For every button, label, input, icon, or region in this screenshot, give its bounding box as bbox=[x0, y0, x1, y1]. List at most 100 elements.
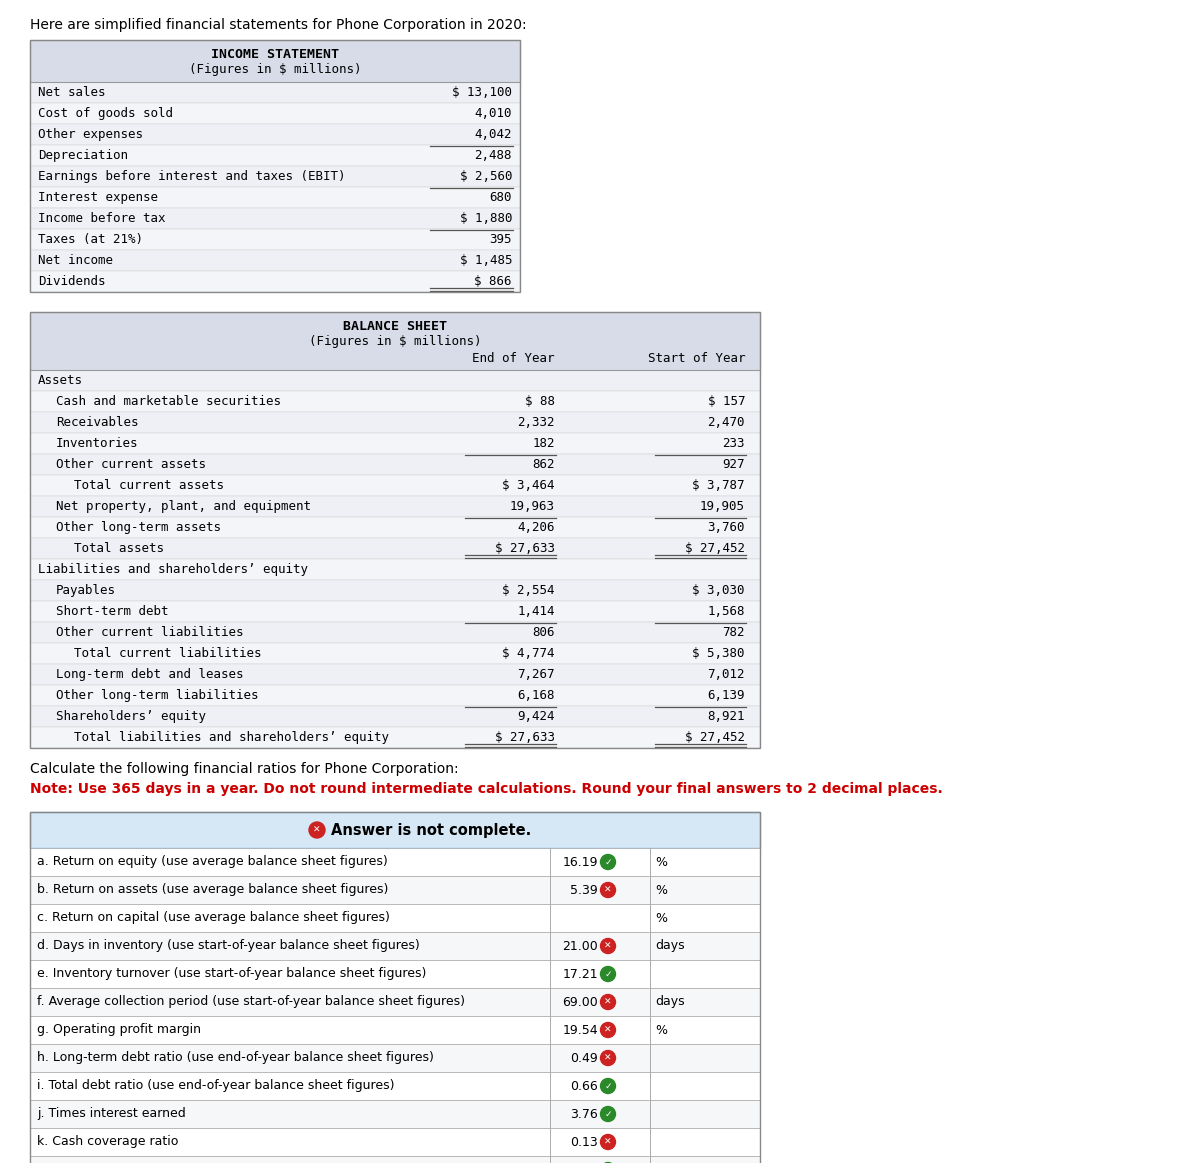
Text: End of Year: End of Year bbox=[473, 352, 554, 365]
Text: b. Return on assets (use average balance sheet figures): b. Return on assets (use average balance… bbox=[37, 884, 389, 897]
Text: ✕: ✕ bbox=[605, 1054, 612, 1063]
Text: Dividends: Dividends bbox=[38, 274, 106, 288]
Text: d. Days in inventory (use start-of-year balance sheet figures): d. Days in inventory (use start-of-year … bbox=[37, 940, 420, 952]
FancyBboxPatch shape bbox=[30, 538, 760, 559]
FancyBboxPatch shape bbox=[30, 250, 520, 271]
Circle shape bbox=[600, 855, 616, 870]
FancyBboxPatch shape bbox=[30, 166, 520, 187]
Text: (Figures in $ millions): (Figures in $ millions) bbox=[188, 64, 361, 77]
Text: 3,760: 3,760 bbox=[708, 521, 745, 534]
Text: 0.66: 0.66 bbox=[570, 1079, 598, 1092]
Text: $ 157: $ 157 bbox=[708, 395, 745, 408]
Text: Here are simplified financial statements for Phone Corporation in 2020:: Here are simplified financial statements… bbox=[30, 17, 527, 33]
Text: 0.13: 0.13 bbox=[570, 1135, 598, 1149]
Text: $ 3,030: $ 3,030 bbox=[692, 584, 745, 597]
Text: %: % bbox=[655, 912, 667, 925]
Text: 2,470: 2,470 bbox=[708, 416, 745, 429]
Text: Total assets: Total assets bbox=[74, 542, 164, 555]
Text: 16.19: 16.19 bbox=[563, 856, 598, 869]
Text: i. Total debt ratio (use end-of-year balance sheet figures): i. Total debt ratio (use end-of-year bal… bbox=[37, 1079, 395, 1092]
Text: 1,568: 1,568 bbox=[708, 605, 745, 618]
Text: %: % bbox=[655, 1023, 667, 1036]
Text: Assets: Assets bbox=[38, 374, 83, 387]
FancyBboxPatch shape bbox=[30, 601, 760, 622]
Text: (Figures in $ millions): (Figures in $ millions) bbox=[308, 335, 481, 349]
Text: 1,414: 1,414 bbox=[517, 605, 554, 618]
Text: Short-term debt: Short-term debt bbox=[56, 605, 168, 618]
Text: $ 3,787: $ 3,787 bbox=[692, 479, 745, 492]
Text: Other current liabilities: Other current liabilities bbox=[56, 626, 244, 638]
Text: 19.54: 19.54 bbox=[563, 1023, 598, 1036]
FancyBboxPatch shape bbox=[30, 664, 760, 685]
FancyBboxPatch shape bbox=[30, 412, 760, 433]
Text: ✕: ✕ bbox=[605, 998, 612, 1006]
Text: Cash and marketable securities: Cash and marketable securities bbox=[56, 395, 281, 408]
Text: Liabilities and shareholders’ equity: Liabilities and shareholders’ equity bbox=[38, 563, 308, 576]
FancyBboxPatch shape bbox=[30, 643, 760, 664]
Text: Start of Year: Start of Year bbox=[648, 352, 745, 365]
FancyBboxPatch shape bbox=[30, 1100, 760, 1128]
Text: ✕: ✕ bbox=[313, 826, 320, 835]
Text: $ 13,100: $ 13,100 bbox=[452, 86, 512, 99]
Text: Other current assets: Other current assets bbox=[56, 458, 206, 471]
Text: Note: Use 365 days in a year. Do not round intermediate calculations. Round your: Note: Use 365 days in a year. Do not rou… bbox=[30, 782, 943, 795]
FancyBboxPatch shape bbox=[30, 1072, 760, 1100]
FancyBboxPatch shape bbox=[30, 959, 760, 989]
Text: $ 866: $ 866 bbox=[474, 274, 512, 288]
FancyBboxPatch shape bbox=[30, 848, 760, 876]
Circle shape bbox=[600, 1078, 616, 1093]
FancyBboxPatch shape bbox=[30, 1044, 760, 1072]
Text: 182: 182 bbox=[533, 437, 554, 450]
FancyBboxPatch shape bbox=[30, 989, 760, 1016]
Text: ✓: ✓ bbox=[605, 1110, 612, 1119]
Text: $ 4,774: $ 4,774 bbox=[503, 647, 554, 659]
Text: 4,010: 4,010 bbox=[474, 107, 512, 120]
Text: $ 88: $ 88 bbox=[526, 395, 554, 408]
Text: 69.00: 69.00 bbox=[563, 996, 598, 1008]
Text: Net property, plant, and equipment: Net property, plant, and equipment bbox=[56, 500, 311, 513]
Text: %: % bbox=[655, 856, 667, 869]
Text: ✓: ✓ bbox=[605, 970, 612, 978]
Text: Income before tax: Income before tax bbox=[38, 212, 166, 224]
Text: Shareholders’ equity: Shareholders’ equity bbox=[56, 709, 206, 723]
FancyBboxPatch shape bbox=[30, 1156, 760, 1163]
FancyBboxPatch shape bbox=[30, 580, 760, 601]
Text: 806: 806 bbox=[533, 626, 554, 638]
Text: $ 27,452: $ 27,452 bbox=[685, 732, 745, 744]
Text: 6,139: 6,139 bbox=[708, 688, 745, 702]
Circle shape bbox=[600, 939, 616, 954]
Text: $ 2,560: $ 2,560 bbox=[460, 170, 512, 183]
Circle shape bbox=[600, 994, 616, 1009]
Text: days: days bbox=[655, 940, 685, 952]
FancyBboxPatch shape bbox=[30, 812, 760, 848]
FancyBboxPatch shape bbox=[30, 124, 520, 145]
FancyBboxPatch shape bbox=[30, 187, 520, 208]
Text: $ 3,464: $ 3,464 bbox=[503, 479, 554, 492]
FancyBboxPatch shape bbox=[30, 271, 520, 292]
Text: Other long-term assets: Other long-term assets bbox=[56, 521, 221, 534]
Text: 927: 927 bbox=[722, 458, 745, 471]
FancyBboxPatch shape bbox=[30, 932, 760, 959]
FancyBboxPatch shape bbox=[30, 685, 760, 706]
Text: 782: 782 bbox=[722, 626, 745, 638]
FancyBboxPatch shape bbox=[30, 454, 760, 475]
Text: 7,267: 7,267 bbox=[517, 668, 554, 682]
Text: 5.39: 5.39 bbox=[570, 884, 598, 897]
Text: h. Long-term debt ratio (use end-of-year balance sheet figures): h. Long-term debt ratio (use end-of-year… bbox=[37, 1051, 434, 1064]
Text: j. Times interest earned: j. Times interest earned bbox=[37, 1107, 186, 1120]
Text: ✕: ✕ bbox=[605, 1137, 612, 1147]
Text: c. Return on capital (use average balance sheet figures): c. Return on capital (use average balanc… bbox=[37, 912, 390, 925]
Text: 680: 680 bbox=[490, 191, 512, 204]
FancyBboxPatch shape bbox=[30, 391, 760, 412]
Text: Net sales: Net sales bbox=[38, 86, 106, 99]
Circle shape bbox=[600, 1134, 616, 1149]
Text: Total current assets: Total current assets bbox=[74, 479, 224, 492]
Text: e. Inventory turnover (use start-of-year balance sheet figures): e. Inventory turnover (use start-of-year… bbox=[37, 968, 426, 980]
FancyBboxPatch shape bbox=[30, 495, 760, 518]
Text: $ 2,554: $ 2,554 bbox=[503, 584, 554, 597]
FancyBboxPatch shape bbox=[30, 229, 520, 250]
FancyBboxPatch shape bbox=[30, 370, 760, 391]
Text: Other expenses: Other expenses bbox=[38, 128, 143, 141]
FancyBboxPatch shape bbox=[30, 40, 520, 83]
FancyBboxPatch shape bbox=[30, 622, 760, 643]
